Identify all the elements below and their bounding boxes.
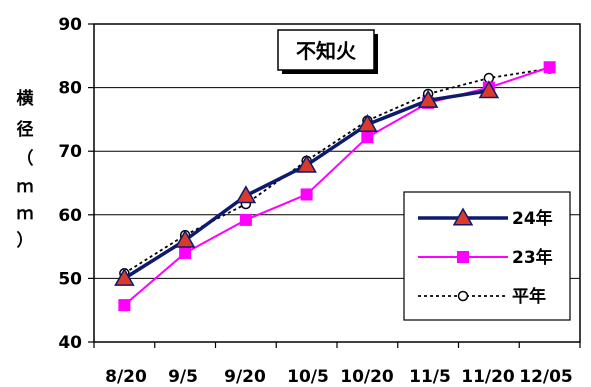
x-tick-label: 10/20 bbox=[340, 367, 394, 387]
y-axis-label-char: 径 bbox=[17, 119, 34, 140]
marker-triangle bbox=[417, 89, 439, 108]
x-tick-label: 11/5 bbox=[409, 367, 451, 387]
marker-triangle bbox=[235, 185, 257, 204]
series-0 bbox=[114, 80, 500, 286]
legend-label: 23年 bbox=[512, 247, 553, 268]
y-axis-label-char: ｍ bbox=[17, 177, 34, 197]
title-box: 不知火 bbox=[277, 29, 378, 74]
y-tick-label: 60 bbox=[58, 206, 82, 226]
x-tick-label: 10/5 bbox=[287, 367, 329, 387]
x-tick-label: 9/5 bbox=[168, 367, 198, 387]
y-axis-label-char: 横 bbox=[17, 88, 34, 109]
marker-square bbox=[543, 61, 556, 74]
y-tick-label: 40 bbox=[58, 333, 82, 353]
x-tick-label: 11/20 bbox=[461, 367, 515, 387]
y-tick-label: 90 bbox=[58, 15, 82, 35]
marker-triangle bbox=[357, 113, 378, 132]
title-frame bbox=[277, 29, 375, 71]
x-axis-ticks: 8/20 9/5 9/20 10/5 10/20 11/5 11/20 12/05 bbox=[93, 342, 581, 387]
y-axis-label: 横径 （ ｍｍ ） bbox=[17, 88, 34, 251]
y-axis-label-char: ） bbox=[17, 230, 34, 251]
series-group bbox=[114, 61, 556, 312]
y-axis-label-char: ｍ bbox=[17, 204, 34, 224]
x-tick-label: 8/20 bbox=[105, 367, 147, 387]
marker-square bbox=[118, 299, 131, 312]
chart-title: 不知火 bbox=[296, 39, 357, 63]
legend-label: 平年 bbox=[512, 286, 546, 307]
marker-square bbox=[457, 251, 469, 263]
marker-triangle bbox=[478, 80, 500, 99]
y-tick-label: 50 bbox=[58, 269, 82, 289]
y-tick-label: 70 bbox=[58, 142, 82, 162]
marker-square bbox=[361, 131, 374, 144]
y-tick-label: 80 bbox=[58, 79, 82, 99]
marker-triangle bbox=[114, 267, 135, 286]
x-tick-label: 9/20 bbox=[224, 367, 266, 387]
marker-triangle bbox=[296, 154, 317, 173]
marker-square bbox=[239, 213, 252, 226]
marker-square bbox=[300, 188, 313, 201]
marker-triangle bbox=[452, 207, 474, 226]
y-axis-ticks: 40 50 60 70 80 90 bbox=[58, 15, 94, 353]
marker-square bbox=[179, 246, 192, 259]
x-tick-label: 12/05 bbox=[519, 367, 573, 387]
y-axis-label-char: （ bbox=[17, 148, 34, 169]
legend-label: 24年 bbox=[512, 208, 553, 229]
marker-circle bbox=[457, 290, 469, 302]
marker-triangle bbox=[174, 229, 196, 248]
